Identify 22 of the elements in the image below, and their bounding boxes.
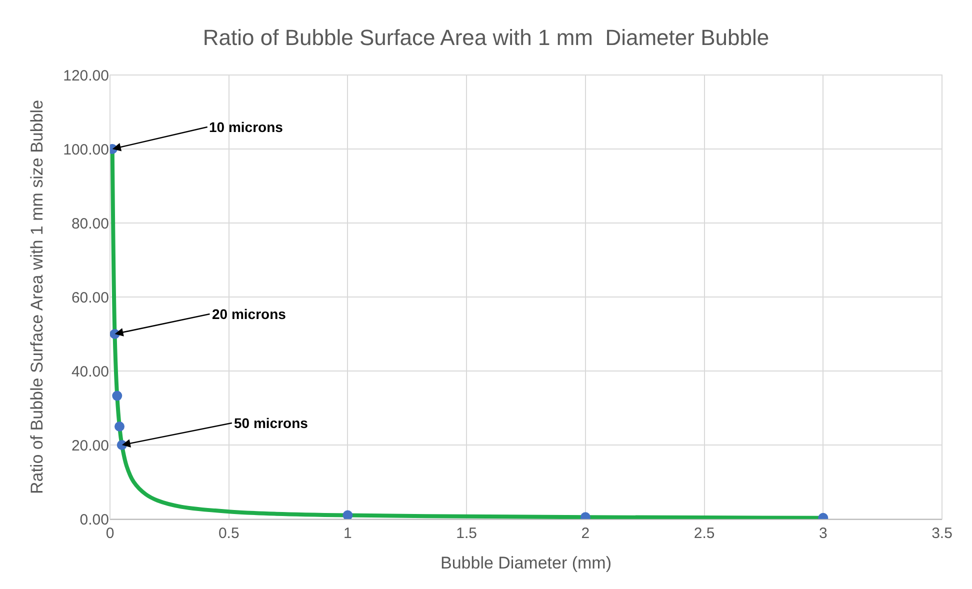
annotation: 50 microns — [234, 415, 308, 431]
y-tick-label: 80.00 — [71, 215, 109, 232]
point — [342, 510, 353, 519]
y-axis-title: Ratio of Bubble Surface Area with 1 mm size Bubble — [28, 100, 47, 494]
y-tick-label: 40.00 — [71, 363, 109, 380]
annotation: 20 microns — [212, 306, 286, 322]
chart-title: Ratio of Bubble Surface Area with 1 mm Diameter Bubble — [202, 24, 770, 50]
point — [114, 422, 125, 432]
x-tick-label: 0.5 — [218, 525, 240, 542]
point — [112, 390, 122, 401]
y-tick-label: 120.00 — [63, 67, 109, 84]
x-tick-label: 2.5 — [694, 525, 715, 542]
x-tick-label: 3 — [818, 525, 828, 542]
x-tick-label: 2 — [581, 525, 590, 542]
y-tick-label: 60.00 — [71, 289, 109, 306]
y-tick-label: 100.00 — [63, 141, 109, 158]
x-tick-label: 1 — [344, 525, 352, 542]
x-tick-label: 3.5 — [932, 525, 952, 542]
annotation: 10 microns — [209, 119, 284, 135]
x-tick-label: 1.5 — [456, 525, 477, 542]
x-axis-title: Bubble Diameter (mm) — [440, 553, 612, 572]
y-tick-label: 20.00 — [71, 437, 109, 454]
